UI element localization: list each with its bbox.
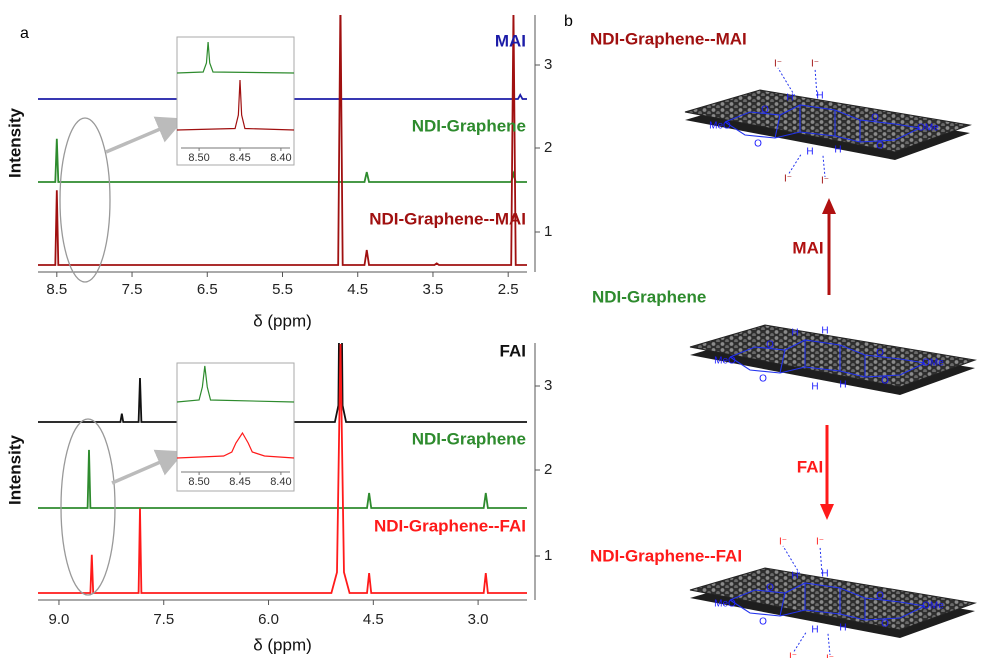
series-label: FAI [500, 341, 526, 360]
atom-label: MeO [714, 356, 736, 367]
atom-label: H [821, 326, 828, 337]
atom-label: H [821, 569, 828, 580]
inset-x-tick-label: 8.45 [229, 476, 250, 488]
x-tick-label: 6.5 [197, 281, 218, 298]
trace-number: 3 [544, 56, 552, 73]
inset-x-tick-label: 8.40 [270, 152, 291, 164]
x-tick-label: 3.5 [423, 281, 444, 298]
graphene-sheet: H H H H O O O O MeO OMe [690, 325, 975, 395]
atom-label: MeO [709, 121, 731, 132]
figure: a b 8.5 7.5 6.5 5.5 4.5 3.5 2.5 δ (ppm) Intensit… [0, 0, 998, 658]
atom-label: O [759, 374, 767, 385]
trace-number: 3 [544, 377, 552, 394]
trace-number: 1 [544, 547, 552, 564]
inset-x-tick-label: 8.50 [188, 476, 209, 488]
panel-label: b [564, 13, 573, 30]
series-label: NDI-Graphene--FAI [374, 516, 526, 535]
inset-frame [177, 37, 294, 165]
atom-label: H [839, 623, 846, 634]
graphene-sheet: H H H H O O O O MeO OMe I⁻ I⁻ I⁻ I⁻ [685, 59, 970, 187]
arrow-label: MAI [792, 238, 823, 257]
y-axis-title: Intensity [5, 108, 24, 178]
iodide-label: I⁻ [821, 176, 829, 187]
iodide-label: I⁻ [779, 537, 787, 548]
x-tick-label: 3.0 [468, 611, 489, 628]
atom-label: H [811, 382, 818, 393]
atom-label: H [786, 93, 793, 104]
atom-label: H [839, 380, 846, 391]
arrow-head [820, 504, 834, 520]
atom-label: O [759, 617, 767, 628]
atom-label: O [766, 583, 774, 594]
trace-number: 2 [544, 461, 552, 478]
inset-x-tick-label: 8.40 [270, 476, 291, 488]
series-label: MAI [495, 31, 526, 50]
atom-label: O [761, 105, 769, 116]
iodide-label: I⁻ [789, 652, 797, 658]
x-axis-title: δ (ppm) [253, 311, 312, 330]
x-tick-label: 4.5 [363, 611, 384, 628]
atom-label: O [876, 348, 884, 359]
x-tick-label: 8.5 [46, 281, 67, 298]
h-bond [788, 155, 801, 175]
atom-label: OMe [922, 601, 944, 612]
atom-label: H [791, 328, 798, 339]
trace-number: 2 [544, 139, 552, 156]
atom-label: MeO [714, 599, 736, 610]
state-label: NDI-Graphene--MAI [590, 29, 747, 48]
inset-x-tick-label: 8.45 [229, 152, 250, 164]
atom-label: O [881, 619, 889, 630]
inset-x-tick-label: 8.50 [188, 152, 209, 164]
arrow-head [822, 198, 836, 214]
atom-label: O [754, 139, 762, 150]
zoom-arrow [106, 124, 172, 152]
x-tick-label: 6.0 [258, 611, 279, 628]
h-bond [823, 156, 825, 177]
x-tick-label: 5.5 [272, 281, 293, 298]
atom-label: H [834, 145, 841, 156]
series-label: NDI-Graphene [412, 116, 526, 135]
iodide-label: I⁻ [816, 537, 824, 548]
arrow-label: FAI [797, 457, 823, 476]
atom-label: O [876, 141, 884, 152]
state-label: NDI-Graphene [592, 287, 706, 306]
h-bond [793, 633, 806, 653]
iodide-label: I⁻ [784, 174, 792, 185]
trace-number: 1 [544, 223, 552, 240]
x-tick-label: 9.0 [49, 611, 70, 628]
h-bond [828, 634, 830, 655]
iodide-label: I⁻ [811, 59, 819, 70]
x-tick-label: 2.5 [498, 281, 519, 298]
highlight-ellipse [60, 118, 110, 282]
atom-label: O [871, 113, 879, 124]
zoom-arrow [112, 457, 172, 483]
x-tick-label: 7.5 [122, 281, 143, 298]
state-label: NDI-Graphene--FAI [590, 546, 742, 565]
x-axis-title: δ (ppm) [253, 635, 312, 654]
atom-label: O [766, 340, 774, 351]
x-tick-label: 7.5 [153, 611, 174, 628]
series-label: NDI-Graphene--MAI [369, 209, 526, 228]
x-tick-label: 4.5 [347, 281, 368, 298]
atom-label: O [881, 376, 889, 387]
y-axis-title: Intensity [5, 435, 24, 505]
atom-label: OMe [917, 123, 939, 134]
iodide-label: I⁻ [826, 654, 834, 658]
panel-label: a [20, 25, 29, 42]
atom-label: H [816, 91, 823, 102]
atom-label: O [876, 591, 884, 602]
series-label: NDI-Graphene [412, 429, 526, 448]
iodide-label: I⁻ [774, 59, 782, 70]
atom-label: H [806, 147, 813, 158]
atom-label: H [791, 571, 798, 582]
atom-label: H [811, 625, 818, 636]
atom-label: OMe [922, 358, 944, 369]
